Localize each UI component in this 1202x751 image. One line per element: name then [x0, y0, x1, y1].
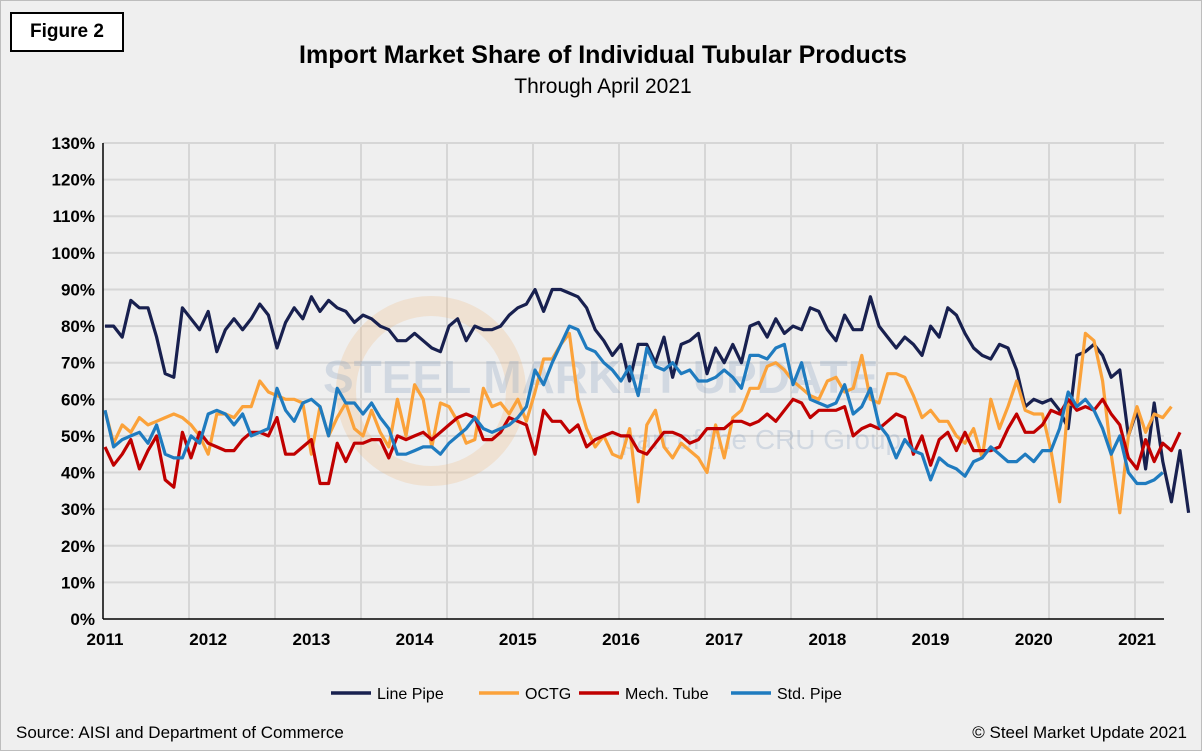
x-tick-label: 2013	[292, 630, 330, 649]
y-tick-label: 10%	[61, 573, 95, 592]
x-tick-label: 2012	[189, 630, 227, 649]
series-line-std-pipe	[103, 324, 1164, 486]
legend-item: Line Pipe	[331, 686, 444, 703]
y-tick-label: 100%	[52, 244, 95, 263]
source-note: Source: AISI and Department of Commerce	[16, 723, 344, 742]
legend-item: Mech. Tube	[579, 686, 709, 703]
legend-label: Std. Pipe	[777, 686, 842, 703]
legend-label: Line Pipe	[377, 686, 444, 703]
x-tick-label: 2014	[396, 630, 434, 649]
x-tick-label: 2020	[1015, 630, 1053, 649]
y-axis-ticks: 0% 10% 20% 30% 40% 50% 60% 70% 80% 90% 100% 110% 120…	[52, 134, 95, 629]
legend: Line Pipe OCTG Mech. Tube Std. Pipe	[331, 686, 842, 703]
y-tick-label: 80%	[61, 317, 95, 336]
x-tick-label: 2017	[705, 630, 743, 649]
y-tick-label: 130%	[52, 134, 95, 153]
y-tick-label: 40%	[61, 464, 95, 483]
y-tick-label: 110%	[52, 207, 95, 226]
x-tick-label: 2021	[1118, 630, 1156, 649]
x-tick-label: 2019	[912, 630, 950, 649]
x-axis-ticks: 2011 2012 2013 2014 2015 2016 2017 2018 2019 2020…	[87, 630, 1156, 649]
x-tick-label: 2011	[87, 630, 124, 649]
legend-item: Std. Pipe	[731, 686, 842, 703]
copyright-note: © Steel Market Update 2021	[972, 723, 1187, 742]
y-tick-label: 50%	[61, 427, 95, 446]
y-tick-label: 30%	[61, 500, 95, 519]
series-line-line-pipe	[105, 287, 1191, 514]
series-lines	[103, 287, 1191, 515]
y-tick-label: 60%	[61, 390, 95, 409]
legend-item: OCTG	[479, 686, 571, 703]
y-tick-label: 0%	[70, 610, 95, 629]
y-tick-label: 20%	[61, 537, 95, 556]
x-tick-label: 2018	[808, 630, 846, 649]
chart-subtitle: Through April 2021	[514, 75, 692, 98]
legend-label: Mech. Tube	[625, 686, 709, 703]
x-tick-label: 2016	[602, 630, 640, 649]
legend-label: OCTG	[525, 686, 571, 703]
series-line-mech-tube	[103, 397, 1182, 489]
y-tick-label: 70%	[61, 354, 95, 373]
figure-label: Figure 2	[10, 12, 124, 52]
chart-title: Import Market Share of Individual Tubula…	[299, 41, 907, 69]
y-tick-label: 120%	[52, 171, 95, 190]
x-tick-label: 2015	[499, 630, 537, 649]
series-line-octg	[103, 331, 1173, 515]
y-tick-label: 90%	[61, 280, 95, 299]
